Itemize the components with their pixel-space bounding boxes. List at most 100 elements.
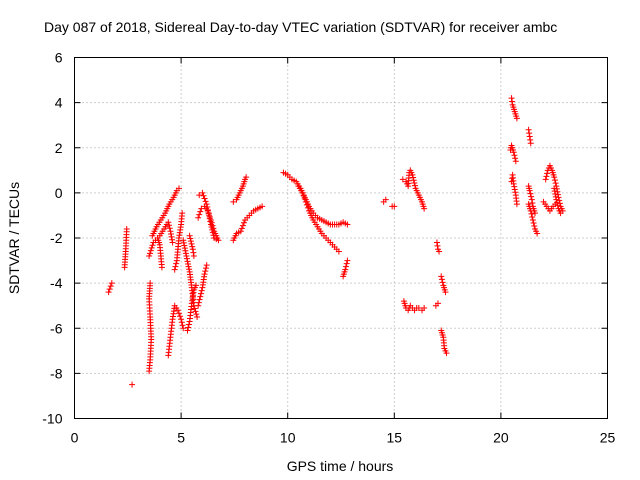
data-point <box>185 263 192 270</box>
data-point <box>167 231 174 238</box>
data-point <box>207 221 214 228</box>
data-point <box>204 206 211 213</box>
data-point <box>149 242 156 249</box>
data-point <box>148 244 155 251</box>
data-point <box>534 230 541 237</box>
data-point <box>158 264 165 271</box>
data-point <box>202 268 209 275</box>
y-axis-title: SDTVAR / TECUs <box>6 182 22 294</box>
data-point <box>165 219 172 226</box>
data-point <box>196 192 203 199</box>
data-point <box>433 239 440 246</box>
data-point <box>182 250 189 257</box>
data-point <box>526 187 533 194</box>
y-tick-label: -6 <box>50 320 63 336</box>
data-point <box>168 233 175 240</box>
data-point <box>178 316 185 323</box>
data-point <box>171 266 178 273</box>
data-point <box>185 260 192 267</box>
data-point <box>187 235 194 242</box>
x-tick-label: 25 <box>600 430 616 446</box>
data-point <box>209 229 216 236</box>
data-point <box>527 190 534 197</box>
data-point <box>512 155 519 162</box>
data-point <box>554 202 561 209</box>
data-point <box>195 214 202 221</box>
data-point <box>512 158 519 165</box>
data-point <box>173 260 180 267</box>
data-point <box>435 300 442 307</box>
data-point <box>179 322 186 329</box>
data-point <box>421 205 428 212</box>
data-point <box>543 173 550 180</box>
data-point <box>195 302 202 309</box>
x-tick-label: 15 <box>387 430 403 446</box>
data-point <box>551 188 558 195</box>
data-point <box>511 183 518 190</box>
data-point <box>106 286 113 293</box>
data-point <box>528 210 535 217</box>
data-point <box>166 225 173 232</box>
data-point <box>167 228 174 235</box>
data-point <box>129 381 136 388</box>
data-point <box>190 253 197 260</box>
data-point <box>259 203 266 210</box>
data-point <box>243 174 250 181</box>
data-point <box>123 225 130 232</box>
y-tick-label: -8 <box>50 365 63 381</box>
data-point <box>108 280 115 287</box>
data-point <box>527 136 534 143</box>
data-point <box>230 198 237 205</box>
data-point <box>206 215 213 222</box>
data-point <box>204 204 211 211</box>
data-point <box>183 255 190 262</box>
data-point <box>526 133 533 140</box>
data-point <box>342 266 349 273</box>
data-point <box>206 212 213 219</box>
data-point <box>411 182 418 189</box>
data-point <box>411 179 418 186</box>
data-point <box>410 174 417 181</box>
data-point <box>557 210 564 217</box>
data-point <box>510 180 517 187</box>
data-point <box>304 204 311 211</box>
data-point <box>175 310 182 317</box>
data-point <box>201 271 208 278</box>
data-point <box>299 189 306 196</box>
data-point <box>511 186 518 193</box>
data-point <box>146 250 153 257</box>
data-point <box>436 248 443 255</box>
data-point <box>300 192 307 199</box>
y-tick-label: 6 <box>55 50 63 66</box>
data-point <box>410 177 417 184</box>
data-point <box>188 240 195 247</box>
data-point <box>174 307 181 314</box>
grid-lines <box>74 57 608 419</box>
data-point <box>527 207 534 214</box>
data-point <box>529 200 536 207</box>
data-point <box>513 201 520 208</box>
data-point <box>529 213 536 220</box>
data-point <box>344 257 351 264</box>
x-tick-label: 10 <box>280 430 296 446</box>
data-point <box>509 98 516 105</box>
data-point <box>203 201 210 208</box>
data-point <box>195 299 202 306</box>
data-point <box>197 293 204 300</box>
data-point <box>203 262 210 269</box>
data-point <box>551 174 558 181</box>
data-point <box>181 242 188 249</box>
data-point <box>146 253 153 260</box>
data-point <box>553 196 560 203</box>
data-point <box>442 289 449 296</box>
data-point <box>107 283 114 290</box>
data-point <box>544 170 551 177</box>
data-point <box>335 248 342 255</box>
data-point <box>237 228 244 235</box>
data-point <box>186 232 193 239</box>
data-point <box>528 193 535 200</box>
data-point <box>202 198 209 205</box>
data-point <box>421 304 428 311</box>
data-point <box>526 130 533 137</box>
data-point <box>172 263 179 270</box>
